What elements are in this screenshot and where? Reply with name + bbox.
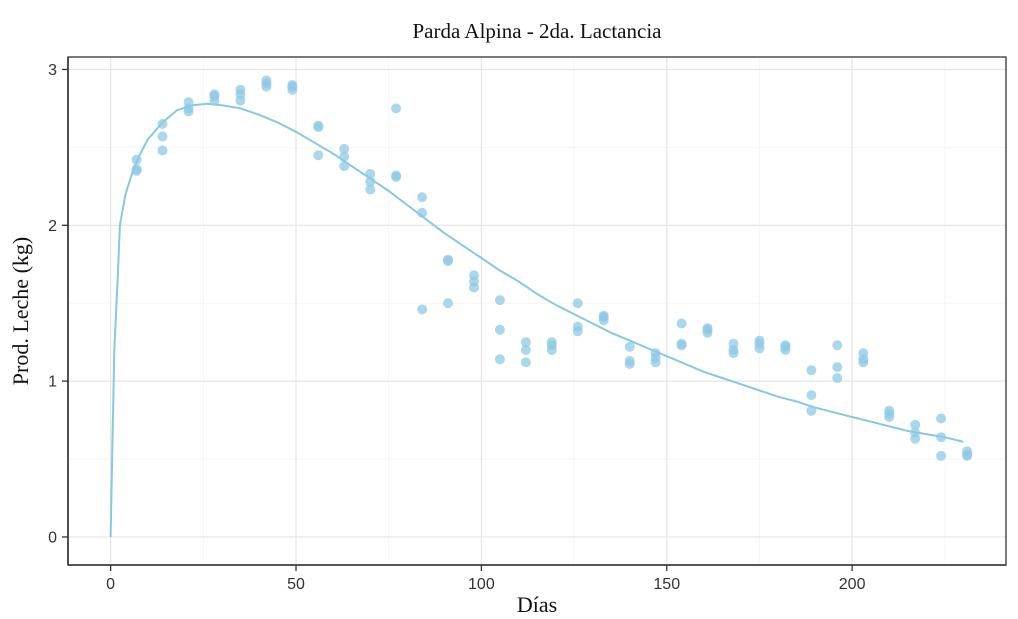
- x-axis-ticks: 0 50 100 150 200: [106, 565, 866, 593]
- data-point: [806, 405, 817, 416]
- data-point: [417, 207, 428, 218]
- data-point: [858, 348, 869, 359]
- data-point: [287, 80, 298, 90]
- data-point: [469, 270, 479, 281]
- fitted-curve-layer: [109, 102, 964, 538]
- panel-border: [67, 56, 1007, 566]
- data-point: [936, 432, 947, 443]
- data-point: [624, 355, 635, 366]
- data-point: [572, 321, 583, 332]
- data-point: [520, 345, 531, 355]
- data-point: [365, 176, 376, 187]
- y-tick-label: 0: [48, 529, 57, 546]
- data-point: [832, 340, 843, 351]
- data-point: [183, 97, 194, 108]
- data-point: [494, 295, 505, 306]
- x-tick-label: 200: [839, 576, 866, 593]
- data-point: [520, 357, 531, 368]
- grid: [68, 57, 1006, 565]
- data-point: [313, 150, 324, 161]
- data-point: [598, 310, 609, 321]
- data-point: [339, 151, 350, 162]
- y-tick-label: 2: [48, 218, 57, 235]
- data-point: [494, 354, 505, 365]
- data-point: [572, 298, 583, 309]
- data-point: [157, 145, 168, 156]
- data-point: [131, 154, 142, 165]
- data-point: [806, 390, 817, 401]
- y-axis-title: Prod. Leche (kg): [8, 237, 33, 385]
- x-tick-label: 50: [287, 576, 305, 593]
- data-point: [157, 119, 168, 129]
- data-point: [365, 184, 376, 195]
- data-point: [443, 298, 453, 309]
- y-tick-label: 3: [48, 62, 57, 79]
- data-point: [910, 419, 921, 430]
- y-tick-label: 1: [48, 374, 57, 391]
- data-point: [235, 84, 246, 95]
- x-tick-label: 100: [468, 576, 495, 593]
- fitted-curve: [109, 102, 964, 538]
- data-point: [650, 348, 661, 359]
- data-point: [806, 365, 817, 376]
- data-point: [676, 318, 687, 329]
- data-point: [365, 168, 376, 179]
- data-point: [417, 304, 428, 315]
- data-point: [391, 103, 402, 114]
- data-point: [546, 337, 557, 348]
- data-point: [261, 75, 272, 86]
- data-point: [157, 131, 168, 142]
- data-point: [313, 120, 324, 131]
- data-point: [391, 170, 402, 181]
- data-point: [209, 89, 220, 100]
- data-point: [936, 450, 947, 461]
- data-point: [624, 341, 635, 352]
- data-point: [910, 427, 921, 438]
- y-axis-ticks: 0 1 2 3: [48, 62, 68, 546]
- x-tick-label: 150: [653, 576, 680, 593]
- x-tick-label: 0: [106, 576, 115, 593]
- data-points-layer: [131, 75, 973, 461]
- data-point: [443, 254, 453, 265]
- data-point: [339, 161, 350, 172]
- data-point: [520, 337, 531, 348]
- data-point: [494, 324, 505, 335]
- data-point: [728, 338, 739, 349]
- data-point: [832, 362, 843, 373]
- data-point: [884, 405, 895, 416]
- data-point: [962, 446, 973, 457]
- data-point: [936, 413, 947, 424]
- data-point: [780, 340, 791, 351]
- data-point: [832, 373, 843, 383]
- chart-title: Parda Alpina - 2da. Lactancia: [413, 19, 663, 43]
- x-axis-title: Días: [517, 592, 557, 617]
- data-point: [676, 338, 687, 349]
- data-point: [131, 164, 142, 175]
- data-point: [339, 143, 350, 154]
- data-point: [417, 192, 428, 203]
- data-point: [702, 323, 713, 334]
- data-point: [754, 335, 765, 346]
